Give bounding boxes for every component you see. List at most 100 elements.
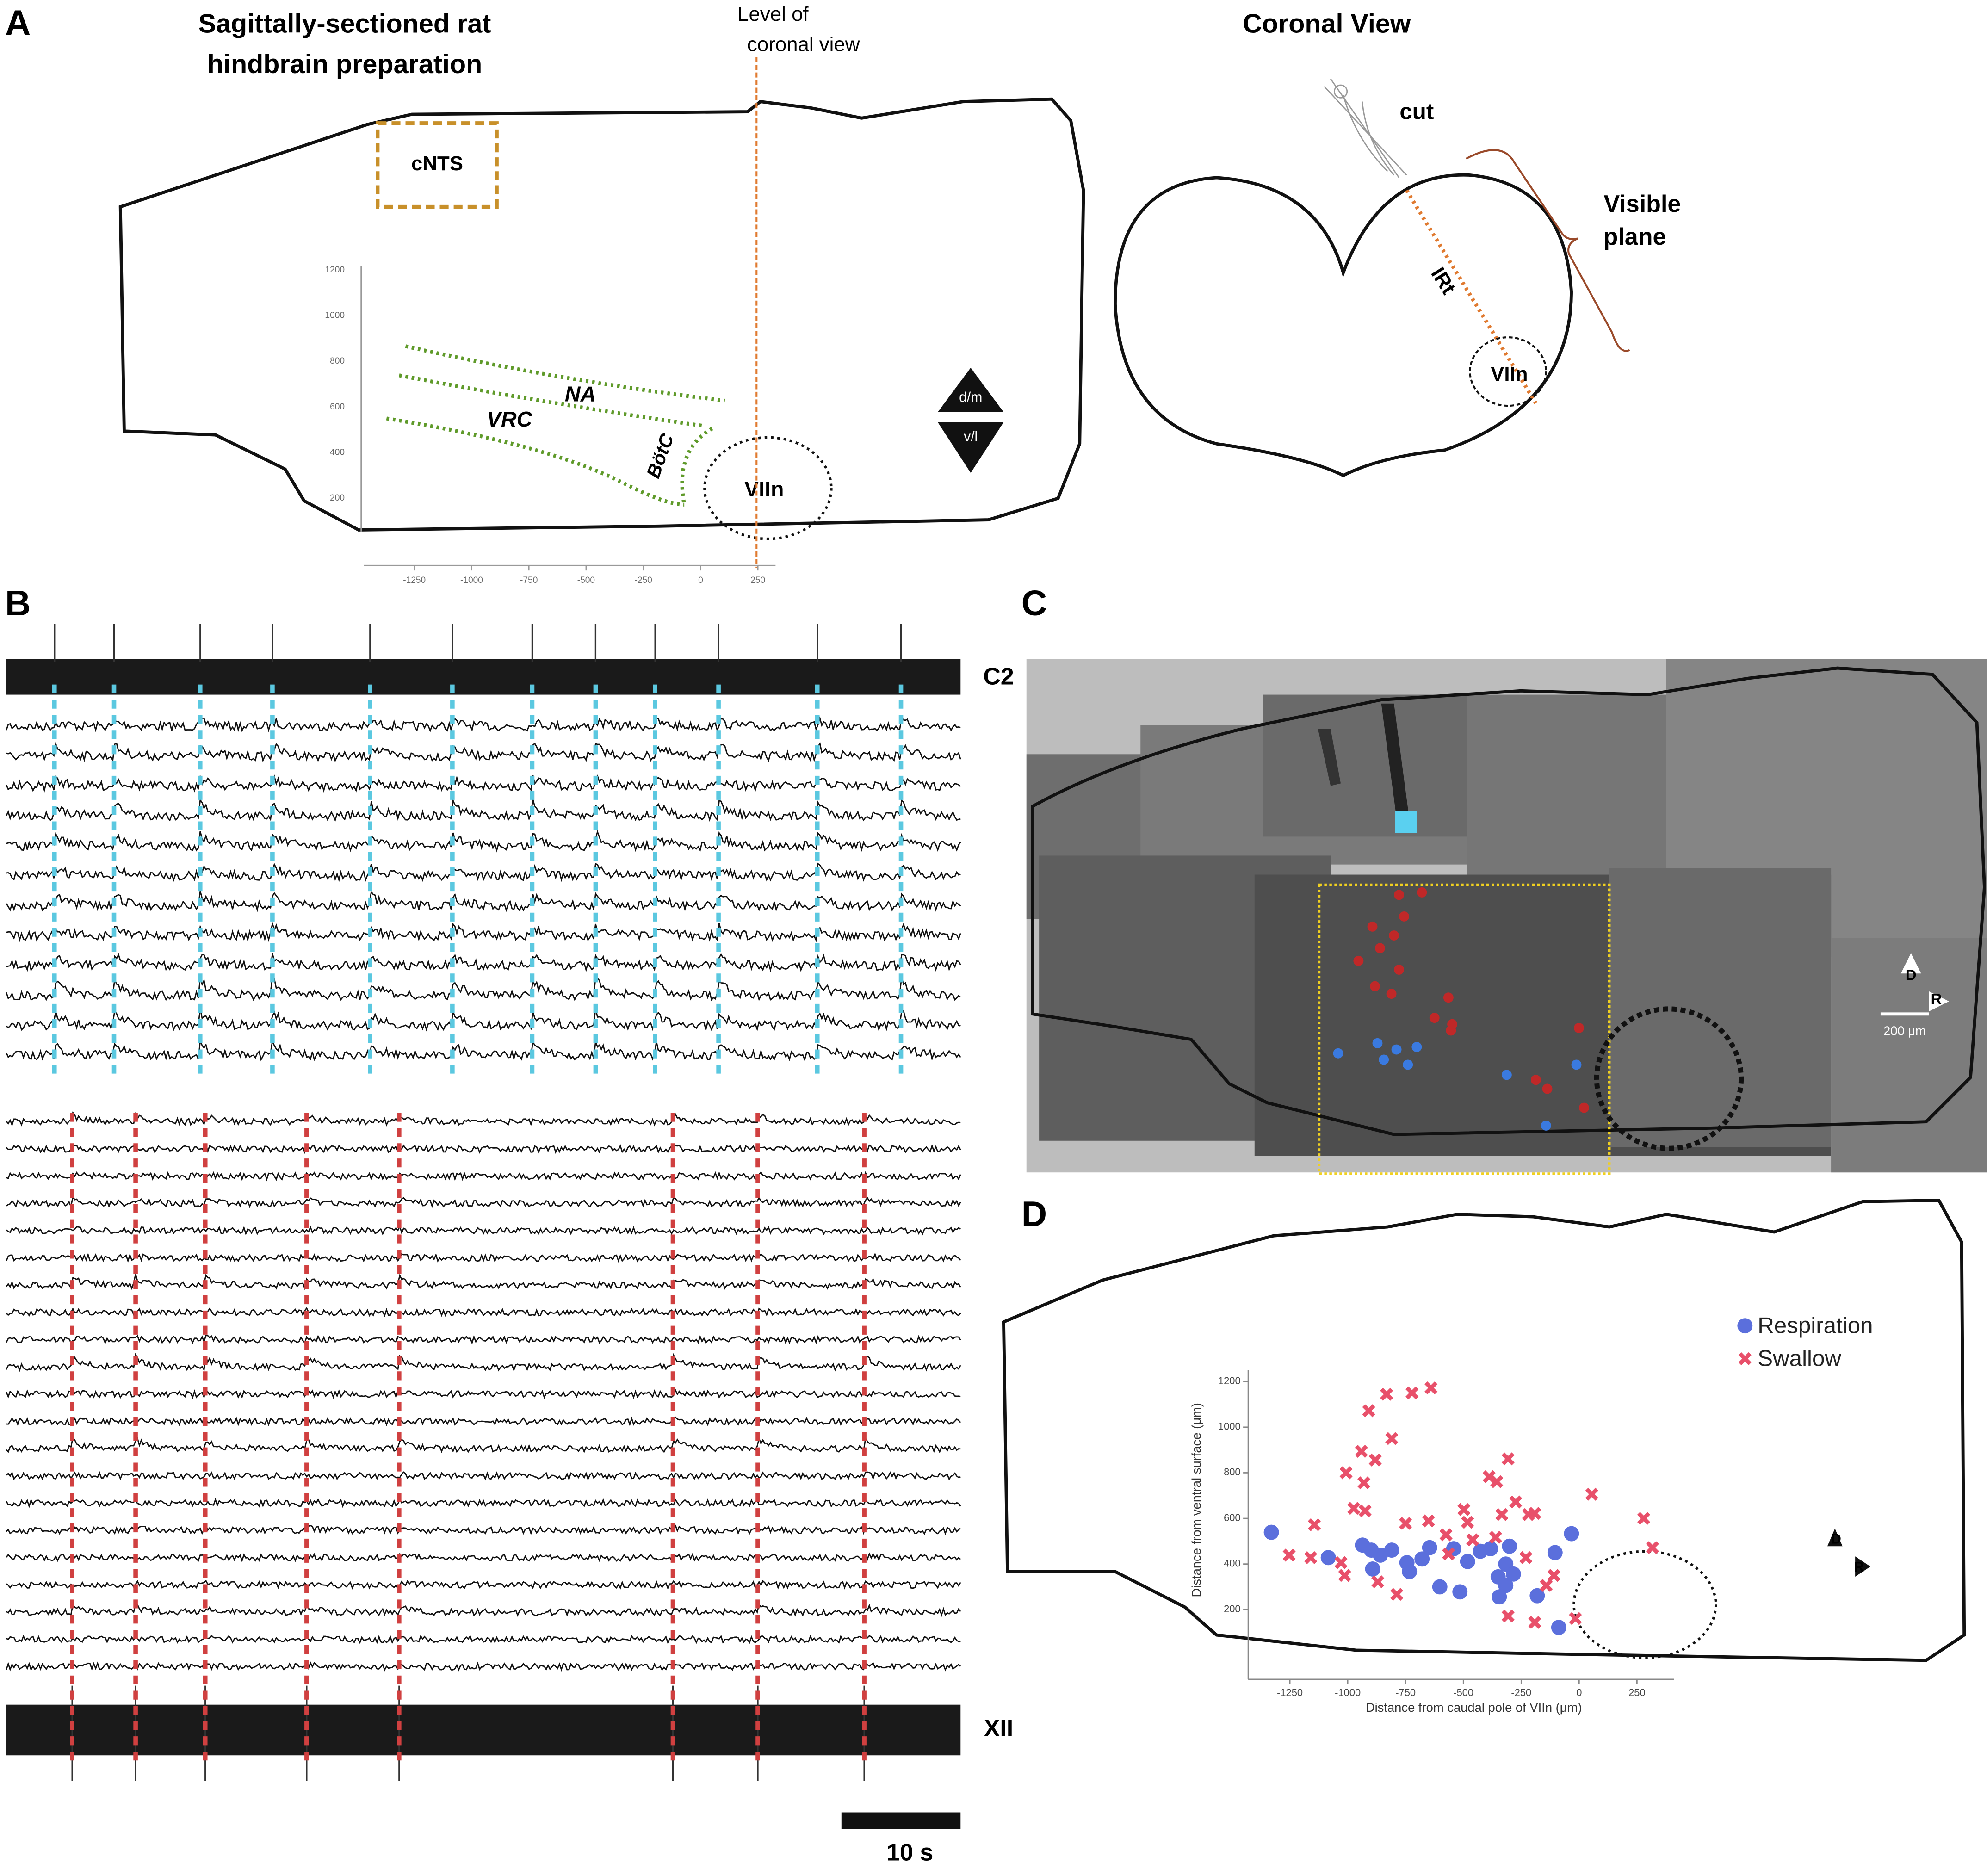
x-tick-label: -500 [1453,1687,1473,1698]
trace [6,1552,961,1563]
viin-outline [703,436,833,540]
trace [6,1306,961,1318]
cell-marker [1417,887,1427,898]
legend-label: Respiration [1758,1313,1873,1338]
hindbrain-outline [1031,666,1986,1136]
legend-marker [1738,1352,1752,1365]
scale-bar [841,1812,961,1829]
cell-marker [1403,1059,1413,1070]
annotation: plane [1603,223,1666,250]
point [1339,1466,1353,1480]
trace [6,1171,961,1182]
point [1466,1533,1479,1547]
cell-marker [1391,1044,1402,1055]
cell-markers [1333,887,1589,1131]
x-tick-label: 0 [1576,1687,1582,1698]
direction-label: D [1831,1532,1841,1547]
panel-title: hindbrain preparation [207,50,482,79]
point [1422,1540,1437,1555]
orientation-arrow [937,367,1004,412]
bracket [1466,149,1630,352]
trace [6,741,961,763]
region-label: cNTS [411,152,463,175]
point [1509,1495,1523,1509]
point [1498,1578,1514,1593]
trace [6,1334,961,1345]
x-tick-label: -250 [1511,1687,1531,1698]
cell-marker [1394,890,1404,900]
scatter-plot: -1250 -1000 -750 -500 -250 0 250 200 400 600 800 10… [1189,1313,1873,1715]
point [1358,1504,1372,1517]
point [1646,1541,1659,1554]
trace [6,1225,961,1236]
region-label: VIIn [744,477,784,501]
cell-marker [1389,930,1399,941]
point [1439,1528,1453,1542]
point [1505,1566,1521,1582]
trace [6,1008,961,1032]
point [1357,1476,1371,1490]
point [1489,1530,1502,1544]
point [1483,1541,1498,1557]
annotation: Visible [1604,191,1681,217]
x-tick-label: -1250 [403,576,426,585]
trace [6,1634,961,1644]
point [1540,1579,1553,1592]
x-tick-label: -250 [634,576,652,585]
trace-label: C2 [983,663,1014,690]
cut-icon [1324,78,1407,178]
x-tick-label: -1250 [1277,1687,1303,1698]
panel-label: D [1021,1195,1047,1234]
trace [6,1579,961,1590]
trace [6,921,961,942]
cell-marker [1394,965,1404,975]
viin-outline [1594,1006,1744,1151]
point [1384,1542,1399,1558]
cell-marker [1372,1038,1383,1048]
point [1637,1511,1650,1525]
region-label: VIIn [1491,363,1528,385]
cell-marker [1353,955,1364,966]
cell-marker [1574,1023,1584,1033]
trace [6,890,961,912]
trace [6,1111,961,1127]
point [1432,1579,1448,1595]
point [1365,1561,1380,1577]
trace [6,1471,961,1481]
trace [6,1602,961,1617]
trace [6,1388,961,1399]
point [1338,1569,1351,1582]
scale-label: 10 s [886,1839,933,1866]
point [1547,1545,1563,1560]
cell-marker [1501,1070,1512,1080]
point [1390,1588,1404,1601]
point [1320,1550,1336,1566]
cell-marker [1443,992,1454,1003]
x-tick-label: -1000 [1335,1687,1361,1698]
y-axis-label: Distance from ventral surface (μm) [1189,1403,1204,1597]
trace [6,830,961,853]
direction-label: R [1931,990,1942,1007]
cell-marker [1542,1083,1553,1094]
point [1519,1551,1533,1564]
point [1263,1524,1279,1540]
traces [6,624,961,1781]
point [1422,1514,1435,1528]
x-tick-label: 250 [750,576,765,585]
trace [6,716,961,733]
point [1528,1507,1541,1520]
point [1461,1516,1474,1529]
trace [6,1523,961,1535]
cell-marker [1399,911,1409,922]
y-tick-label: 600 [1224,1512,1241,1523]
region-label: VRC [487,407,533,431]
point [1355,1445,1368,1458]
orientation-label: v/l [964,429,978,444]
point [1501,1610,1515,1623]
micrograph [1026,659,1987,1173]
cell-marker [1446,1025,1456,1036]
y-tick-label: 1000 [1218,1421,1241,1432]
region-label: IRt [1426,263,1460,298]
trace [6,1436,961,1454]
